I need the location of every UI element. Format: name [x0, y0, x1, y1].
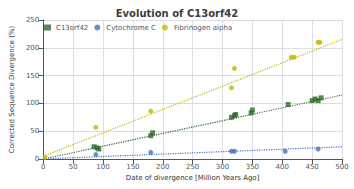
svg-text:Cytochrome C: Cytochrome C	[106, 24, 156, 32]
svg-text:250: 250	[26, 16, 39, 24]
svg-text:200: 200	[26, 44, 39, 52]
svg-text:Corrected Sequence Divergence: Corrected Sequence Divergence (%)	[8, 25, 16, 153]
svg-text:Date of divergence [Million Ye: Date of divergence [Million Years Ago]	[126, 174, 260, 182]
svg-text:C13orf42: C13orf42	[56, 24, 88, 32]
svg-text:350: 350	[246, 163, 259, 171]
svg-text:200: 200	[156, 163, 169, 171]
svg-text:300: 300	[216, 163, 229, 171]
svg-text:400: 400	[276, 163, 289, 171]
svg-text:50: 50	[30, 127, 39, 135]
svg-text:500: 500	[335, 163, 348, 171]
svg-text:250: 250	[186, 163, 199, 171]
svg-text:50: 50	[69, 163, 78, 171]
svg-text:150: 150	[126, 163, 139, 171]
svg-text:0: 0	[35, 155, 39, 163]
svg-text:0: 0	[41, 163, 45, 171]
svg-text:450: 450	[305, 163, 318, 171]
svg-text:150: 150	[26, 72, 39, 80]
svg-text:Evolution of C13orf42: Evolution of C13orf42	[116, 8, 239, 19]
svg-text:Fibrinogen alpha: Fibrinogen alpha	[174, 24, 232, 32]
svg-text:100: 100	[96, 163, 109, 171]
svg-text:100: 100	[26, 99, 39, 107]
